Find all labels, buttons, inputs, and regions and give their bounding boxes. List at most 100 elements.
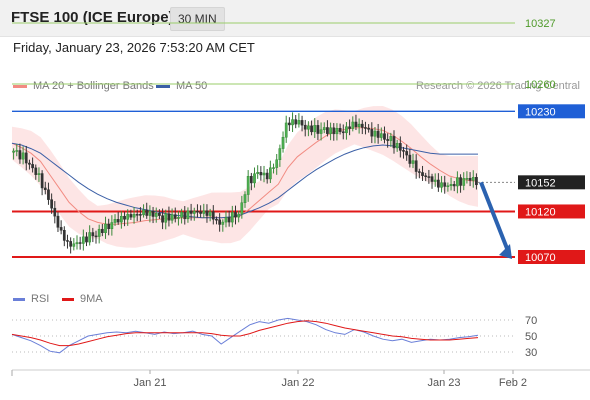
candle-body — [69, 241, 73, 247]
candle — [192, 207, 196, 221]
candle-body — [329, 127, 332, 134]
forecast-arrow-shaft — [479, 181, 510, 252]
candle — [367, 124, 370, 133]
candle-body — [440, 182, 443, 188]
instrument-title: FTSE 100 (ICE Europe) — [11, 9, 174, 26]
ma20-swatch — [13, 84, 27, 88]
candle — [75, 235, 79, 250]
candle-body — [123, 215, 126, 220]
candle — [294, 115, 298, 129]
candle-body — [379, 133, 383, 138]
candle-body — [47, 189, 50, 200]
candle-body — [94, 235, 98, 238]
rsi-level-label: 30 — [525, 347, 537, 359]
candle-body — [383, 133, 386, 140]
candle — [307, 121, 310, 137]
candle-body — [249, 176, 253, 184]
candle — [31, 157, 34, 173]
candle-body — [386, 139, 390, 141]
candle-body — [37, 173, 41, 175]
candle-body — [97, 228, 101, 237]
candle-body — [91, 232, 95, 237]
candle-body — [408, 154, 412, 164]
rsi-swatch — [13, 297, 25, 301]
timeframe-badge[interactable]: 30 MIN — [170, 7, 225, 31]
candle-body — [154, 212, 158, 217]
candle — [218, 213, 221, 232]
candle — [81, 229, 85, 251]
rsi-line — [11, 317, 479, 354]
candle-body — [373, 130, 377, 137]
candle — [373, 126, 377, 144]
rsi-ma-swatch — [62, 297, 74, 301]
candle-body — [307, 125, 310, 130]
candle-body — [262, 172, 266, 176]
candle — [151, 206, 155, 224]
candle-body — [414, 160, 418, 172]
candle-body — [139, 214, 142, 216]
candle-body — [21, 152, 25, 160]
candle-body — [211, 211, 215, 220]
candle-body — [405, 151, 409, 156]
bollinger-band-layer — [12, 105, 478, 248]
candle-body — [430, 176, 434, 182]
candle — [227, 210, 231, 227]
candle — [459, 174, 462, 193]
support-tag: 10120 — [518, 204, 585, 219]
candle — [253, 167, 256, 188]
candle — [234, 205, 237, 225]
candle — [433, 173, 437, 187]
rsi-ma-line — [11, 320, 479, 347]
candle-body — [161, 215, 164, 223]
candle-body — [221, 221, 225, 225]
candle — [338, 123, 342, 135]
candle — [230, 205, 234, 228]
candle — [183, 206, 187, 225]
candle — [322, 122, 326, 134]
candle — [259, 166, 263, 181]
candle-body — [145, 209, 149, 216]
candle-body — [66, 240, 69, 242]
candle-body — [85, 236, 88, 243]
pivot-tag-bg — [518, 104, 585, 119]
candle — [386, 133, 390, 148]
candle-body — [332, 127, 336, 135]
candle-body — [395, 143, 399, 149]
candle-body — [456, 177, 459, 187]
candle-body — [316, 125, 320, 134]
candle-body — [142, 209, 145, 216]
candle — [452, 181, 456, 192]
candle-body — [303, 124, 307, 130]
candle-body — [173, 214, 177, 219]
candle — [414, 154, 418, 179]
candle-body — [243, 194, 247, 203]
candle — [272, 163, 275, 174]
candle-body — [269, 167, 272, 180]
candle-body — [259, 172, 263, 176]
candle — [475, 173, 478, 190]
candle — [221, 219, 225, 232]
candle — [256, 165, 260, 179]
ma50-label: MA 50 — [176, 80, 208, 92]
candle-body — [322, 127, 326, 130]
candle — [310, 120, 313, 136]
candle-body — [199, 211, 202, 214]
candle — [167, 206, 171, 227]
candle — [246, 170, 250, 202]
candle-body — [310, 125, 313, 133]
candle — [395, 139, 399, 152]
candle — [97, 224, 101, 244]
candle-body — [132, 214, 136, 218]
candle — [24, 145, 28, 171]
candle — [158, 209, 161, 219]
candle — [123, 211, 126, 227]
candle — [15, 143, 19, 157]
candle-body — [345, 126, 348, 134]
candle-body — [100, 228, 104, 233]
candle — [411, 153, 415, 169]
rsi-ma-label: 9MA — [80, 293, 103, 305]
candle-body — [288, 122, 291, 126]
candle — [18, 143, 22, 164]
candle-body — [281, 136, 285, 149]
